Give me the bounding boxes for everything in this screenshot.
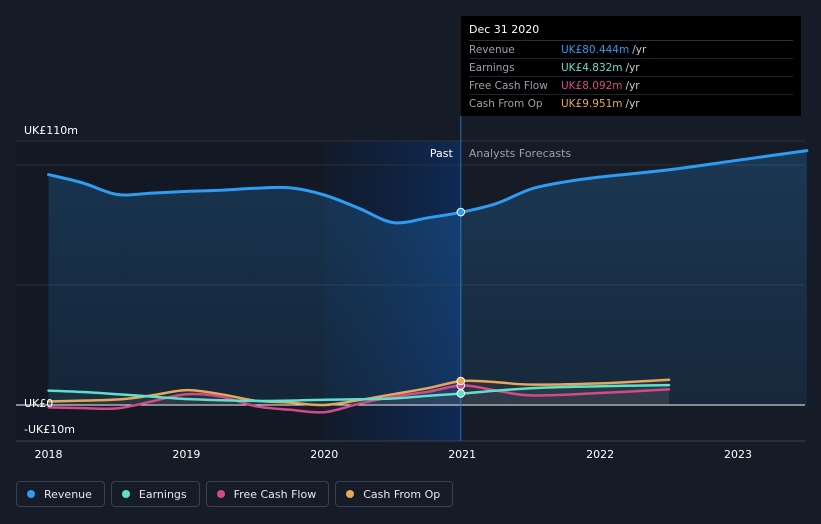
x-tick-label: 2019 bbox=[172, 448, 200, 461]
legend-label: Revenue bbox=[44, 487, 92, 501]
cash-from-op-marker bbox=[456, 376, 466, 386]
earnings-dot-icon bbox=[121, 490, 130, 498]
tooltip-unit: /yr bbox=[625, 61, 640, 74]
legend: Revenue Earnings Free Cash Flow Cash Fro… bbox=[16, 481, 454, 507]
past-label: Past bbox=[430, 147, 454, 160]
x-tick-label: 2020 bbox=[310, 448, 338, 461]
tooltip-row-free-cash-flow: Free Cash Flow UK£8.092m /yr bbox=[469, 77, 793, 95]
x-tick-label: 2022 bbox=[586, 448, 614, 461]
tooltip-value: UK£80.444m bbox=[561, 43, 630, 56]
tooltip-row-earnings: Earnings UK£4.832m /yr bbox=[469, 59, 793, 77]
tooltip-unit: /yr bbox=[625, 97, 640, 110]
revenue-area bbox=[48, 150, 807, 405]
cash-from-op-dot-icon bbox=[346, 490, 355, 498]
tooltip-label: Revenue bbox=[469, 43, 515, 56]
tooltip: Dec 31 2020 Revenue UK£80.444m /yr Earni… bbox=[461, 16, 801, 116]
y-tick-label: UK£0 bbox=[24, 397, 53, 410]
tooltip-label: Free Cash Flow bbox=[469, 79, 548, 92]
legend-label: Cash From Op bbox=[363, 487, 441, 501]
legend-label: Free Cash Flow bbox=[233, 487, 317, 501]
legend-item-earnings[interactable]: Earnings bbox=[110, 481, 200, 507]
tooltip-label: Earnings bbox=[469, 61, 515, 74]
free-cash-flow-line bbox=[47, 384, 671, 414]
x-tick-label: 2021 bbox=[448, 448, 476, 461]
tooltip-value: UK£8.092m bbox=[561, 79, 623, 92]
revenue-line bbox=[47, 149, 809, 225]
x-tick-label: 2018 bbox=[35, 448, 63, 461]
legend-item-cash-from-op[interactable]: Cash From Op bbox=[335, 481, 454, 507]
tooltip-value: UK£9.951m bbox=[561, 97, 623, 110]
legend-label: Earnings bbox=[138, 487, 187, 501]
revenue-dot-icon bbox=[27, 490, 35, 498]
tooltip-row-revenue: Revenue UK£80.444m /yr bbox=[469, 41, 793, 59]
legend-item-revenue[interactable]: Revenue bbox=[16, 481, 105, 507]
cash-from-op-line bbox=[47, 378, 671, 407]
earnings-marker bbox=[456, 389, 466, 398]
tooltip-value: UK£4.832m bbox=[561, 61, 623, 74]
tooltip-unit: /yr bbox=[625, 79, 640, 92]
revenue-marker bbox=[456, 207, 466, 217]
tooltip-unit: /yr bbox=[632, 43, 647, 56]
legend-item-free-cash-flow[interactable]: Free Cash Flow bbox=[205, 481, 330, 507]
y-tick-label: UK£110m bbox=[24, 124, 78, 137]
tooltip-date: Dec 31 2020 bbox=[469, 23, 793, 41]
earnings-line bbox=[47, 383, 671, 403]
tooltip-label: Cash From Op bbox=[469, 97, 543, 110]
y-tick-label: -UK£10m bbox=[24, 423, 75, 436]
forecast-label: Analysts Forecasts bbox=[469, 147, 572, 160]
x-tick-label: 2023 bbox=[724, 448, 752, 461]
free-cash-flow-dot-icon bbox=[216, 490, 225, 498]
tooltip-row-cash-from-op: Cash From Op UK£9.951m /yr bbox=[469, 95, 793, 112]
